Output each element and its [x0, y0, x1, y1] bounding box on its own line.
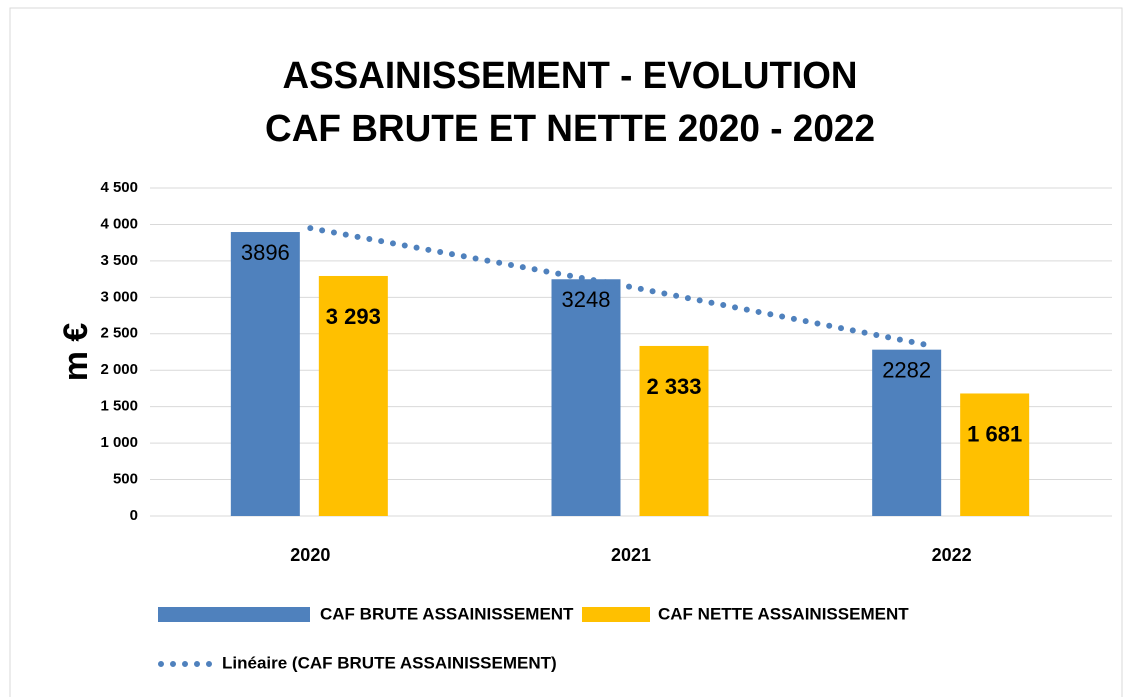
bar: [960, 393, 1030, 516]
y-tick-label: 3 000: [100, 288, 138, 305]
x-tick-label: 2020: [290, 545, 330, 565]
chart-title: ASSAINISSEMENT - EVOLUTION: [283, 55, 858, 97]
chart-title: CAF BRUTE ET NETTE 2020 - 2022: [265, 108, 875, 150]
data-label: 1 681: [967, 421, 1022, 446]
y-axis-label: m €: [57, 323, 95, 382]
legend-swatch: [158, 607, 310, 622]
bar: [230, 232, 300, 516]
x-tick-label: 2021: [611, 545, 651, 565]
bar: [551, 279, 621, 516]
bar: [872, 349, 942, 516]
y-tick-label: 3 500: [100, 252, 138, 269]
legend-label: CAF BRUTE ASSAINISSEMENT: [320, 604, 574, 623]
y-tick-label: 4 000: [100, 215, 138, 232]
data-label: 3896: [241, 240, 290, 265]
trendline: [307, 225, 935, 349]
y-tick-label: 0: [130, 507, 138, 524]
data-label: 3248: [562, 287, 611, 312]
legend-label: Linéaire (CAF BRUTE ASSAINISSEMENT): [222, 653, 557, 672]
data-label: 3 293: [326, 304, 381, 329]
data-label: 2 333: [646, 374, 701, 399]
legend-label: CAF NETTE ASSAINISSEMENT: [658, 604, 909, 623]
y-tick-label: 4 500: [100, 179, 138, 196]
y-tick-label: 2 000: [100, 361, 138, 378]
y-tick-label: 1 500: [100, 398, 138, 415]
y-tick-label: 2 500: [100, 325, 138, 342]
x-tick-label: 2022: [932, 545, 972, 565]
bar: [639, 345, 709, 516]
data-label: 2282: [882, 357, 931, 382]
y-tick-label: 1 000: [100, 434, 138, 451]
bar: [318, 275, 388, 516]
legend-swatch: [582, 607, 650, 622]
y-tick-label: 500: [113, 471, 138, 488]
